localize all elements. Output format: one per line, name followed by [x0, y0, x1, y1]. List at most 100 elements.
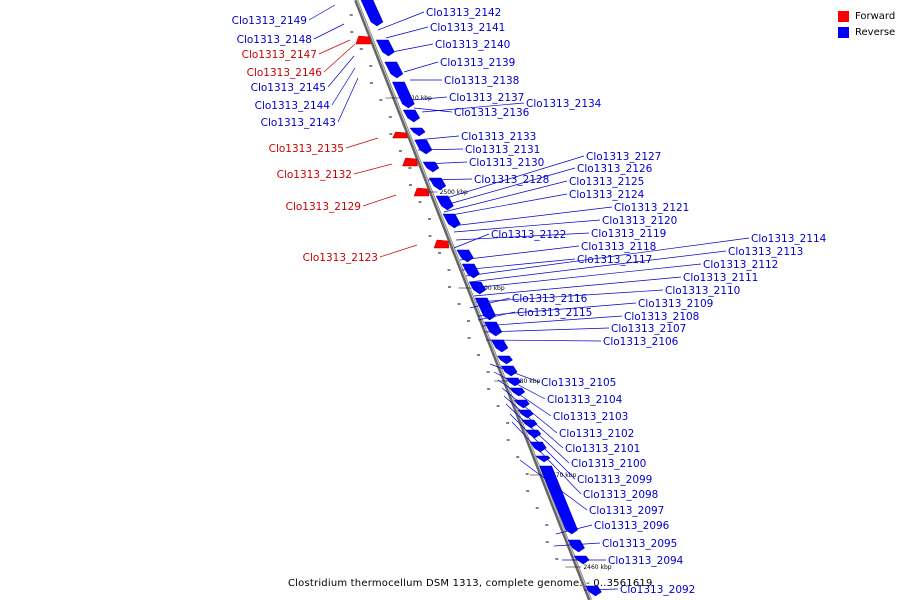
gene-label[interactable]: Clo1313_2103	[553, 411, 628, 423]
reverse-swatch	[838, 26, 849, 38]
gene-label[interactable]: Clo1313_2131	[465, 144, 540, 156]
label-connector	[477, 302, 637, 317]
gene-label[interactable]: Clo1313_2130	[469, 157, 544, 169]
gene-label[interactable]: Clo1313_2138	[444, 75, 519, 87]
gene-label[interactable]: Clo1313_2145	[251, 82, 326, 94]
gene-label[interactable]: Clo1313_2111	[683, 272, 758, 284]
gene-label[interactable]: Clo1313_2144	[255, 100, 331, 112]
gene-features	[349, 0, 602, 597]
gene-label[interactable]: Clo1313_2099	[577, 474, 652, 486]
gene-label[interactable]: Clo1313_2107	[611, 323, 686, 335]
gene-label[interactable]: Clo1313_2148	[237, 34, 312, 46]
gene-label[interactable]: Clo1313_2100	[571, 458, 646, 470]
scale-tick-label: 2490 kbp	[476, 285, 504, 292]
gene-label[interactable]: Clo1313_2109	[638, 298, 713, 310]
forward-gene-block	[413, 187, 430, 197]
reverse-gene-block	[360, 0, 384, 27]
gene-label[interactable]: Clo1313_2097	[589, 505, 664, 517]
label-connector	[379, 244, 418, 258]
gene-label[interactable]: Clo1313_2132	[277, 169, 352, 181]
reverse-gene-block	[529, 441, 547, 453]
gene-label[interactable]: Clo1313_2094	[608, 555, 684, 567]
label-connector	[505, 403, 570, 464]
legend-forward: Forward	[838, 8, 895, 24]
label-connector	[477, 311, 516, 321]
label-connector	[453, 233, 490, 249]
gene-label[interactable]: Clo1313_2136	[454, 107, 530, 119]
gene-label[interactable]: Clo1313_2141	[430, 22, 505, 34]
gene-label[interactable]: Clo1313_2146	[247, 67, 323, 79]
gene-label[interactable]: Clo1313_2105	[541, 377, 616, 389]
gene-label[interactable]: Clo1313_2120	[602, 215, 677, 227]
gene-label[interactable]: Clo1313_2137	[449, 92, 524, 104]
gene-label[interactable]: Clo1313_2124	[569, 189, 645, 201]
gene-label[interactable]: Clo1313_2102	[559, 428, 634, 440]
label-connector	[471, 263, 702, 289]
gene-label[interactable]: Clo1313_2119	[591, 228, 666, 240]
gene-label[interactable]: Clo1313_2139	[440, 57, 515, 69]
gene-label[interactable]: Clo1313_2115	[517, 307, 592, 319]
reverse-gene-block	[384, 61, 404, 79]
gene-label[interactable]: Clo1313_2121	[614, 202, 689, 214]
gene-label[interactable]: Clo1313_2147	[242, 49, 317, 61]
gene-label[interactable]: Clo1313_2106	[603, 336, 679, 348]
label-connector	[493, 371, 546, 400]
reverse-gene-block	[535, 455, 551, 463]
label-connector	[318, 39, 351, 55]
gene-label[interactable]: Clo1313_2125	[569, 176, 644, 188]
gene-label[interactable]: Clo1313_2126	[577, 163, 653, 175]
label-connector	[519, 459, 588, 511]
label-connector	[445, 193, 568, 217]
label-connector	[511, 421, 582, 495]
scale-tick-label: 2500 kbp	[440, 189, 468, 196]
label-connector	[481, 315, 623, 327]
gene-label[interactable]: Clo1313_2140	[435, 39, 510, 51]
reverse-gene-block	[567, 539, 585, 553]
gene-label[interactable]: Clo1313_2095	[602, 538, 677, 550]
label-connector	[469, 297, 511, 309]
label-connector	[485, 339, 602, 342]
gene-label[interactable]: Clo1313_2114	[751, 233, 827, 245]
label-connector	[421, 102, 525, 113]
gene-label[interactable]: Clo1313_2143	[261, 117, 336, 129]
reverse-gene-block	[525, 429, 542, 439]
gene-label[interactable]: Clo1313_2133	[461, 131, 536, 143]
label-connector	[345, 137, 379, 149]
gene-label[interactable]: Clo1313_2112	[703, 259, 778, 271]
label-connector	[391, 43, 434, 53]
gene-label[interactable]: Clo1313_2108	[624, 311, 699, 323]
gene-label[interactable]: Clo1313_2128	[474, 174, 549, 186]
reverse-gene-block	[539, 465, 579, 535]
gene-label[interactable]: Clo1313_2101	[565, 443, 640, 455]
gene-label[interactable]: Clo1313_2149	[232, 15, 307, 27]
gene-label[interactable]: Clo1313_2110	[665, 285, 740, 297]
gene-label[interactable]: Clo1313_2092	[620, 584, 695, 596]
gene-label[interactable]: Clo1313_2134	[526, 98, 602, 110]
legend-forward-label: Forward	[855, 10, 896, 22]
gene-label[interactable]: Clo1313_2104	[547, 394, 623, 406]
reverse-gene-block	[496, 355, 513, 365]
label-connector	[583, 588, 619, 591]
gene-label[interactable]: Clo1313_2123	[303, 252, 378, 264]
forward-gene-block	[402, 157, 418, 167]
gene-label[interactable]: Clo1313_2129	[286, 201, 361, 213]
gene-label[interactable]: Clo1313_2096	[594, 520, 670, 532]
label-connector	[473, 276, 682, 297]
label-connector	[465, 237, 750, 277]
gene-label[interactable]: Clo1313_2118	[581, 241, 656, 253]
label-connector	[353, 163, 393, 175]
backbone-line	[354, 0, 592, 600]
reverse-gene-block	[409, 127, 426, 137]
gene-label[interactable]: Clo1313_2117	[577, 254, 652, 266]
gene-labels: Clo1313_2149 Clo1313_2148 Clo1313_2147 Clo1…	[232, 7, 827, 596]
gene-label[interactable]: Clo1313_2098	[583, 489, 658, 501]
gene-label[interactable]: Clo1313_2127	[586, 151, 661, 163]
label-connector	[323, 43, 356, 73]
gene-label[interactable]: Clo1313_2113	[728, 246, 803, 258]
gene-label[interactable]: Clo1313_2116	[512, 293, 588, 305]
gene-label[interactable]: Clo1313_2135	[269, 143, 344, 155]
label-connector	[415, 135, 460, 141]
gene-label[interactable]: Clo1313_2122	[491, 229, 566, 241]
label-connector	[459, 245, 580, 261]
gene-label[interactable]: Clo1313_2142	[426, 7, 501, 19]
